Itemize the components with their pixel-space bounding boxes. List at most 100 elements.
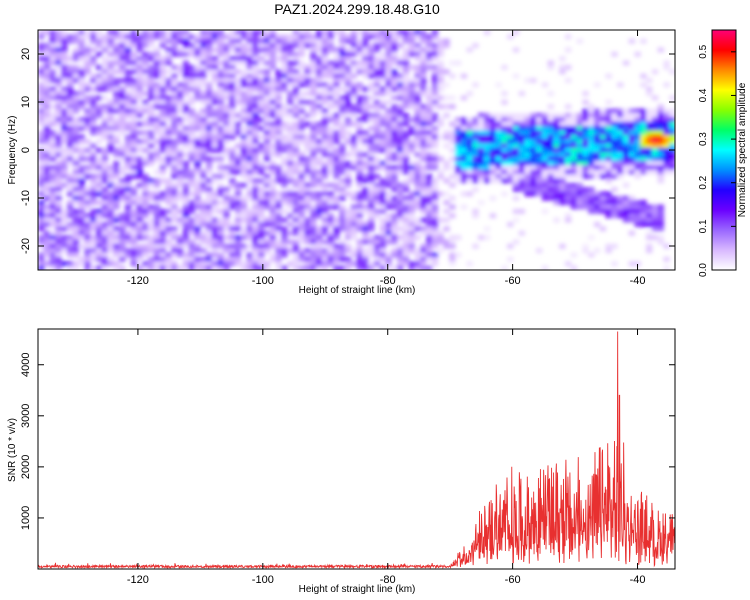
heatmap-cell bbox=[350, 30, 358, 35]
heatmap-cell bbox=[287, 73, 294, 79]
heatmap-cell bbox=[304, 174, 311, 179]
heatmap-cell bbox=[205, 86, 213, 92]
heatmap-cell bbox=[454, 178, 462, 184]
heatmap-cell bbox=[617, 204, 624, 210]
heatmap-cell bbox=[292, 139, 300, 145]
heatmap-cell bbox=[246, 95, 253, 101]
heatmap-cell bbox=[397, 217, 404, 223]
heatmap-cell bbox=[90, 73, 97, 79]
heatmap-cell bbox=[449, 60, 456, 66]
heatmap-cell bbox=[95, 187, 103, 193]
heatmap-cell bbox=[356, 64, 363, 70]
heatmap-cell bbox=[258, 99, 265, 105]
heatmap-cell bbox=[113, 51, 120, 57]
heatmap-cell bbox=[315, 47, 323, 53]
heatmap-cell bbox=[443, 69, 450, 75]
heatmap-cell bbox=[460, 95, 468, 101]
heatmap-cell bbox=[217, 82, 224, 88]
heatmap-cell bbox=[176, 222, 184, 227]
heatmap-cell bbox=[437, 73, 444, 79]
heatmap-cell bbox=[211, 208, 219, 214]
heatmap-cell bbox=[223, 56, 230, 62]
heatmap-cell bbox=[414, 82, 421, 88]
heatmap-cell bbox=[205, 230, 213, 236]
heatmap-cell bbox=[472, 134, 479, 140]
heatmap-cell bbox=[425, 86, 433, 92]
heatmap-cell bbox=[333, 222, 340, 227]
heatmap-cell bbox=[90, 152, 97, 158]
heatmap-cell bbox=[275, 104, 282, 110]
heatmap-cell bbox=[657, 204, 665, 210]
heatmap-cell bbox=[327, 143, 334, 149]
heatmap-cell bbox=[657, 104, 665, 110]
heatmap-cell bbox=[194, 187, 201, 193]
heatmap-cell bbox=[119, 222, 126, 227]
heatmap-cell bbox=[159, 30, 166, 35]
heatmap-cell bbox=[269, 208, 277, 214]
heatmap-cell bbox=[472, 139, 479, 145]
heatmap-cell bbox=[379, 248, 387, 254]
heatmap-cell bbox=[425, 104, 433, 110]
heatmap-cell bbox=[483, 30, 491, 35]
heatmap-cell bbox=[292, 78, 300, 83]
heatmap-cell bbox=[263, 121, 271, 127]
heatmap-cell bbox=[55, 187, 62, 193]
heatmap-cell bbox=[292, 191, 300, 197]
heatmap-cell bbox=[368, 222, 375, 227]
heatmap-cell bbox=[252, 169, 259, 175]
heatmap-cell bbox=[119, 51, 126, 57]
heatmap-cell bbox=[101, 230, 109, 236]
heatmap-cell bbox=[205, 43, 213, 49]
heatmap-cell bbox=[200, 95, 207, 101]
heatmap-cell bbox=[240, 99, 248, 105]
heatmap-cell bbox=[95, 165, 103, 171]
heatmap-cell bbox=[501, 112, 508, 118]
heatmap-cell bbox=[275, 165, 282, 171]
heatmap-cell bbox=[495, 156, 502, 162]
heatmap-cell bbox=[310, 126, 317, 131]
heatmap-cell bbox=[159, 112, 166, 118]
heatmap-cell bbox=[217, 34, 224, 40]
heatmap-cell bbox=[599, 108, 607, 114]
heatmap-cell bbox=[84, 60, 91, 66]
heatmap-cell bbox=[524, 174, 531, 179]
heatmap-cell bbox=[397, 256, 404, 262]
heatmap-cell bbox=[101, 252, 109, 258]
heatmap-cell bbox=[564, 200, 572, 206]
heatmap-cell bbox=[49, 200, 56, 206]
heatmap-cell bbox=[223, 121, 230, 127]
heatmap-cell bbox=[518, 156, 526, 162]
heatmap-cell bbox=[640, 222, 647, 227]
heatmap-cell bbox=[466, 169, 473, 175]
heatmap-cell bbox=[211, 248, 219, 254]
heatmap-cell bbox=[188, 34, 195, 40]
heatmap-cell bbox=[258, 91, 265, 97]
heatmap-cell bbox=[229, 82, 236, 88]
heatmap-cell bbox=[397, 30, 404, 35]
heatmap-cell bbox=[646, 160, 653, 166]
heatmap-cell bbox=[385, 200, 392, 206]
heatmap-cell bbox=[327, 60, 334, 66]
heatmap-cell bbox=[148, 38, 155, 44]
heatmap-cell bbox=[379, 252, 387, 258]
heatmap-cell bbox=[460, 204, 468, 210]
heatmap-cell bbox=[55, 147, 62, 153]
heatmap-cell bbox=[72, 143, 80, 149]
heatmap-cell bbox=[263, 99, 271, 105]
heatmap-cell bbox=[246, 222, 253, 227]
heatmap-cell bbox=[414, 160, 421, 166]
heatmap-cell bbox=[495, 160, 502, 166]
heatmap-cell bbox=[72, 265, 80, 270]
heatmap-cell bbox=[362, 86, 369, 92]
heatmap-cell bbox=[200, 99, 207, 105]
heatmap-cell bbox=[200, 43, 207, 49]
heatmap-cell bbox=[95, 248, 103, 254]
heatmap-cell bbox=[234, 152, 242, 158]
heatmap-cell bbox=[171, 73, 178, 79]
heatmap-cell bbox=[327, 182, 334, 188]
heatmap-cell bbox=[321, 134, 329, 140]
heatmap-cell bbox=[142, 82, 149, 88]
heatmap-cell bbox=[275, 200, 282, 206]
heatmap-cell bbox=[478, 112, 485, 118]
heatmap-cell bbox=[159, 108, 166, 114]
